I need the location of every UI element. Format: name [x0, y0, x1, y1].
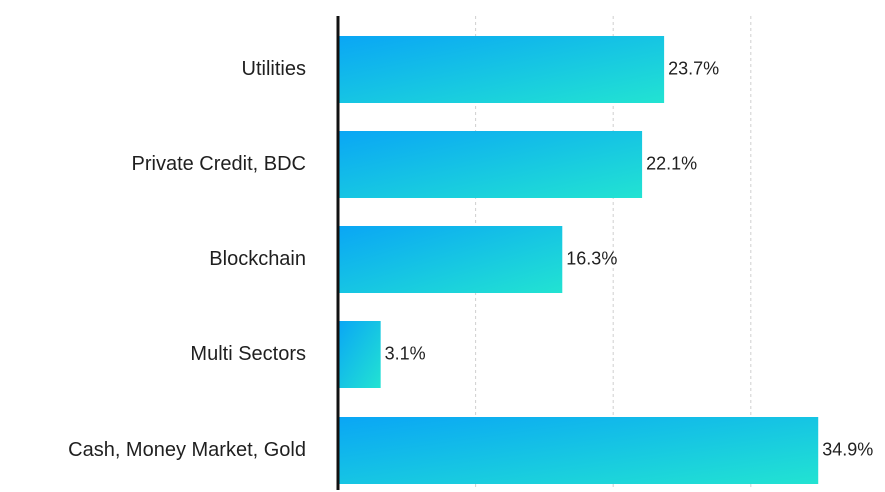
value-label-2: 16.3% — [566, 248, 617, 268]
bar-4 — [338, 417, 819, 484]
bars — [338, 36, 819, 484]
value-label-3: 3.1% — [385, 343, 426, 363]
value-label-4: 34.9% — [822, 439, 873, 459]
value-label-1: 22.1% — [646, 153, 697, 173]
value-label-0: 23.7% — [668, 58, 719, 78]
bar-2 — [338, 226, 563, 293]
category-label-4: Cash, Money Market, Gold — [68, 439, 306, 461]
bar-3 — [338, 321, 381, 388]
bar-1 — [338, 131, 643, 198]
category-label-1: Private Credit, BDC — [132, 153, 307, 175]
category-label-0: Utilities — [242, 58, 306, 80]
category-label-3: Multi Sectors — [190, 343, 306, 365]
labels: Utilities 23.7% Private Credit, BDC 22.1% Bl… — [68, 58, 873, 461]
bar-0 — [338, 36, 665, 103]
category-label-2: Blockchain — [209, 248, 306, 270]
